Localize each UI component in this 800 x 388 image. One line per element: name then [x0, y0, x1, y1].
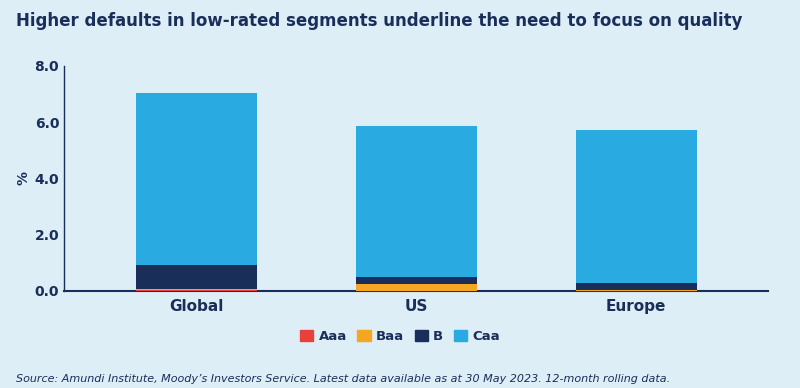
- Bar: [355, 126, 477, 277]
- Y-axis label: %: %: [16, 171, 30, 185]
- Text: Higher defaults in low-rated segments underline the need to focus on quality: Higher defaults in low-rated segments un…: [16, 12, 742, 29]
- Bar: [135, 289, 257, 291]
- Bar: [135, 93, 257, 265]
- Legend: Aaa, Baa, B, Caa: Aaa, Baa, B, Caa: [300, 329, 500, 343]
- Text: Source: Amundi Institute, Moody’s Investors Service. Latest data available as at: Source: Amundi Institute, Moody’s Invest…: [16, 374, 670, 384]
- Bar: [575, 130, 697, 283]
- Bar: [355, 277, 477, 284]
- Bar: [135, 265, 257, 289]
- Bar: [355, 284, 477, 291]
- Bar: [575, 283, 697, 291]
